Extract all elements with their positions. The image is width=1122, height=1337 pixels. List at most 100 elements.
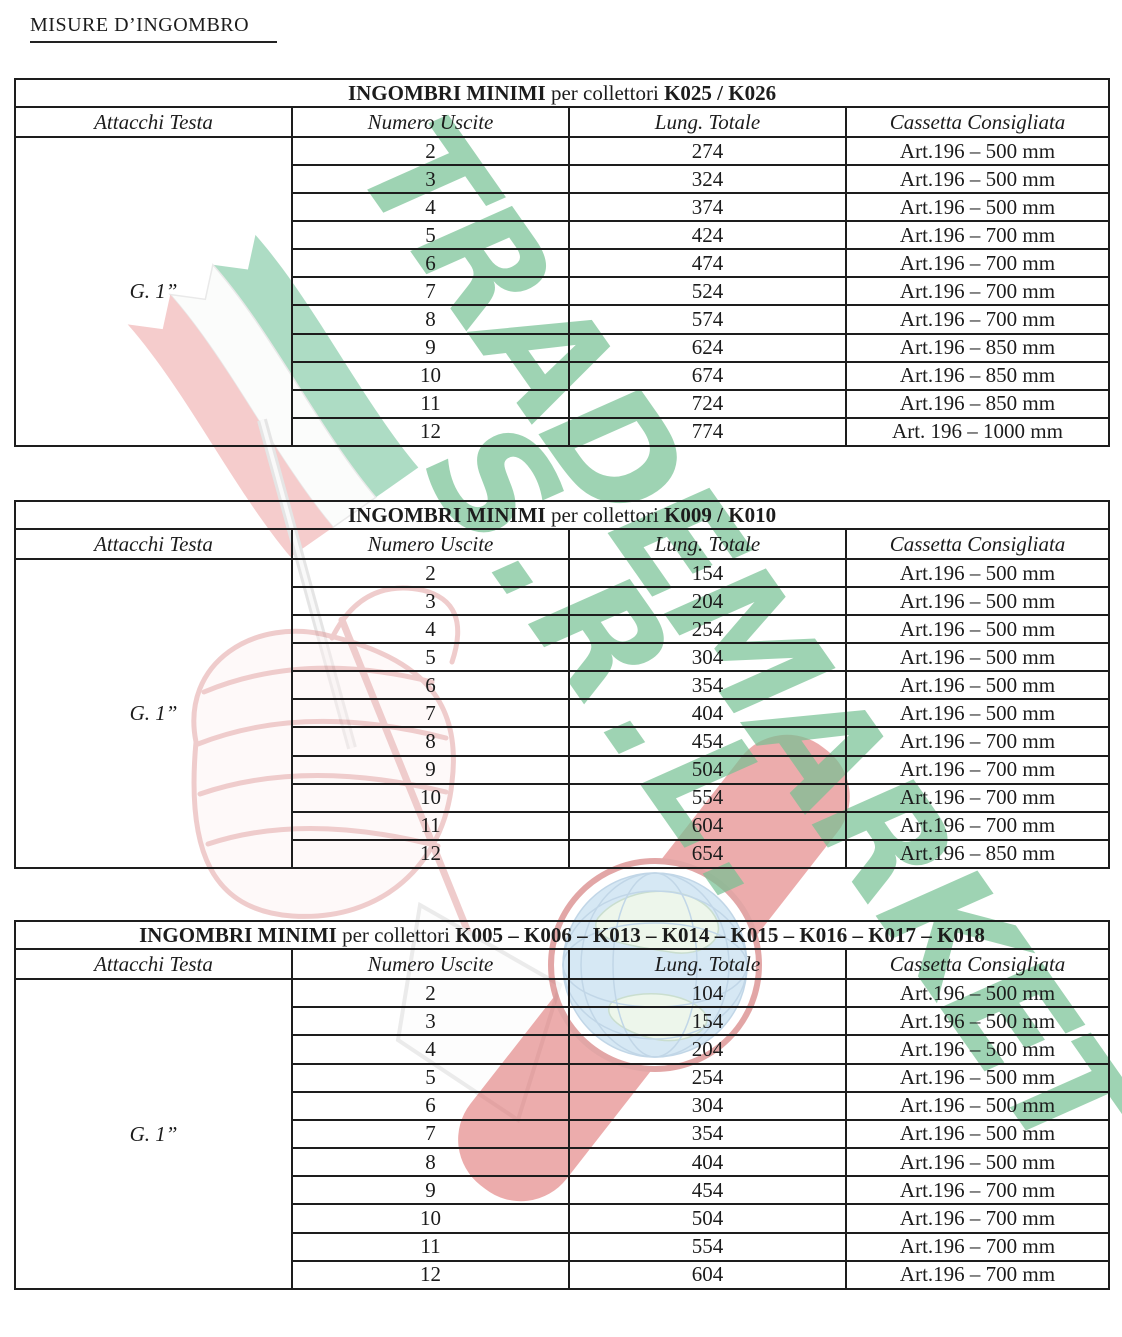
- cell-lung-totale: 654: [568, 838, 847, 870]
- cell-numero-uscite: 6: [291, 248, 570, 279]
- cell-lung-totale: 204: [568, 1034, 847, 1065]
- cell-attacchi-testa: G. 1”: [14, 558, 293, 869]
- cell-numero-uscite: 10: [291, 1203, 570, 1234]
- cell-lung-totale: 624: [568, 332, 847, 363]
- table-title-main: INGOMBRI MINIMI: [347, 502, 546, 527]
- cell-cassetta-consigliata: Art.196 – 700 mm: [844, 276, 1111, 307]
- table-title: INGOMBRI MINIMI per collettori K005 – K0…: [14, 920, 1110, 950]
- cell-numero-uscite: 4: [291, 1034, 570, 1065]
- cell-numero-uscite: 9: [291, 332, 570, 363]
- cell-lung-totale: 424: [568, 220, 847, 251]
- cell-numero-uscite: 12: [291, 1259, 570, 1291]
- cell-lung-totale: 104: [568, 977, 847, 1009]
- cell-numero-uscite: 5: [291, 642, 570, 673]
- table-title-main: INGOMBRI MINIMI: [347, 80, 546, 105]
- table-row: 11 554 Art.196 – 700 mm: [15, 1231, 1110, 1262]
- table-row: 4 254 Art.196 – 500 mm: [15, 614, 1111, 645]
- cell-numero-uscite: 12: [291, 838, 570, 870]
- header-cassetta-consigliata: Cassetta Consigliata: [844, 106, 1111, 138]
- cell-cassetta-consigliata: Art.196 – 700 mm: [844, 782, 1111, 813]
- cell-attacchi-testa: G. 1”: [14, 978, 293, 1290]
- cell-lung-totale: 554: [568, 1231, 847, 1262]
- cell-cassetta-consigliata: Art.196 – 700 mm: [844, 810, 1111, 841]
- table-title-mid: per collettori: [545, 502, 665, 527]
- table-row: 8 574 Art.196 – 700 mm: [15, 304, 1111, 335]
- cell-lung-totale: 604: [568, 1259, 847, 1291]
- table-title-codes: K005 – K006 – K013 – K014 – K015 – K016 …: [455, 922, 985, 947]
- table-row: 10 504 Art.196 – 700 mm: [15, 1203, 1110, 1234]
- cell-lung-totale: 454: [568, 726, 847, 757]
- cell-numero-uscite: 6: [291, 670, 570, 701]
- table-row: 12 654 Art.196 – 850 mm: [15, 838, 1111, 870]
- cell-attacchi-testa: G. 1”: [14, 136, 293, 447]
- table-row: 9 454 Art.196 – 700 mm: [15, 1175, 1110, 1206]
- cell-numero-uscite: 7: [291, 698, 570, 729]
- table-row: G. 1” 2 104 Art.196 – 500 mm: [14, 977, 1110, 1290]
- cell-cassetta-consigliata: Art.196 – 850 mm: [844, 838, 1111, 870]
- cell-cassetta-consigliata: Art.196 – 700 mm: [844, 248, 1111, 279]
- cell-numero-uscite: 4: [291, 614, 570, 645]
- cell-cassetta-consigliata: Art.196 – 700 mm: [845, 1259, 1110, 1291]
- cell-lung-totale: 154: [568, 1006, 847, 1037]
- table-row: 3 204 Art.196 – 500 mm: [15, 586, 1111, 617]
- table-header-row: Attacchi Testa Numero Uscite Lung. Total…: [14, 528, 1111, 560]
- cell-numero-uscite: 6: [291, 1090, 570, 1121]
- header-attacchi-testa: Attacchi Testa: [14, 948, 293, 980]
- cell-cassetta-consigliata: Art.196 – 500 mm: [844, 614, 1111, 645]
- table-title: INGOMBRI MINIMI per collettori K025 / K0…: [13, 78, 1111, 108]
- table-row: 12 774 Art. 196 – 1000 mm: [15, 416, 1111, 448]
- cell-cassetta-consigliata: Art.196 – 500 mm: [845, 1034, 1110, 1065]
- cell-lung-totale: 554: [568, 782, 847, 813]
- header-lung-totale: Lung. Totale: [568, 106, 847, 138]
- header-attacchi-testa: Attacchi Testa: [14, 528, 293, 560]
- table-row: 7 404 Art.196 – 500 mm: [15, 698, 1111, 729]
- cell-lung-totale: 254: [568, 1062, 847, 1093]
- cell-lung-totale: 604: [568, 810, 847, 841]
- table-header-row: Attacchi Testa Numero Uscite Lung. Total…: [14, 106, 1111, 138]
- cell-cassetta-consigliata: Art.196 – 700 mm: [844, 220, 1111, 251]
- cell-lung-totale: 374: [568, 192, 847, 223]
- cell-cassetta-consigliata: Art.196 – 500 mm: [845, 1062, 1110, 1093]
- cell-numero-uscite: 9: [291, 754, 570, 785]
- cell-cassetta-consigliata: Art.196 – 500 mm: [844, 557, 1111, 589]
- table-title-codes: K009 / K010: [664, 502, 777, 527]
- dimension-table: INGOMBRI MINIMI per collettori K025 / K0…: [13, 78, 1111, 448]
- table-row: 5 424 Art.196 – 700 mm: [15, 220, 1111, 251]
- cell-numero-uscite: 2: [291, 135, 570, 167]
- cell-numero-uscite: 5: [291, 220, 570, 251]
- cell-cassetta-consigliata: Art.196 – 500 mm: [845, 1118, 1110, 1150]
- cell-numero-uscite: 8: [291, 1147, 570, 1178]
- table-row: 9 504 Art.196 – 700 mm: [15, 754, 1111, 785]
- table-title-row: INGOMBRI MINIMI per collettori K025 / K0…: [13, 78, 1111, 108]
- cell-cassetta-consigliata: Art.196 – 700 mm: [844, 754, 1111, 785]
- cell-cassetta-consigliata: Art.196 – 700 mm: [844, 304, 1111, 335]
- cell-lung-totale: 154: [568, 557, 847, 589]
- cell-lung-totale: 474: [568, 248, 847, 279]
- table-row: G. 1” 2 274 Art.196 – 500 mm: [14, 135, 1111, 447]
- page-title: MISURE D’INGOMBRO: [30, 14, 278, 43]
- cell-numero-uscite: 3: [291, 586, 570, 617]
- cell-cassetta-consigliata: Art.196 – 700 mm: [845, 1175, 1110, 1206]
- cell-numero-uscite: 10: [291, 360, 570, 391]
- cell-lung-totale: 574: [568, 304, 847, 335]
- header-numero-uscite: Numero Uscite: [291, 528, 570, 560]
- cell-numero-uscite: 8: [291, 726, 570, 757]
- cell-numero-uscite: 5: [291, 1062, 570, 1093]
- dimension-table: INGOMBRI MINIMI per collettori K005 – K0…: [14, 920, 1110, 1291]
- table-row: 6 354 Art.196 – 500 mm: [15, 670, 1111, 701]
- cell-cassetta-consigliata: Art.196 – 850 mm: [844, 388, 1111, 419]
- cell-numero-uscite: 2: [291, 557, 570, 589]
- table-row: 12 604 Art.196 – 700 mm: [15, 1259, 1110, 1291]
- table-row: 3 154 Art.196 – 500 mm: [15, 1006, 1110, 1037]
- cell-lung-totale: 354: [568, 670, 847, 701]
- cell-numero-uscite: 3: [291, 1006, 570, 1037]
- header-cassetta-consigliata: Cassetta Consigliata: [845, 948, 1110, 980]
- table-title-row: INGOMBRI MINIMI per collettori K005 – K0…: [14, 920, 1110, 950]
- table-title-codes: K025 / K026: [664, 80, 777, 105]
- cell-cassetta-consigliata: Art.196 – 500 mm: [844, 698, 1111, 729]
- cell-cassetta-consigliata: Art.196 – 500 mm: [844, 135, 1111, 167]
- table-row: 3 324 Art.196 – 500 mm: [15, 164, 1111, 195]
- cell-lung-totale: 524: [568, 276, 847, 307]
- cell-lung-totale: 274: [568, 135, 847, 167]
- table-row: 9 624 Art.196 – 850 mm: [15, 332, 1111, 363]
